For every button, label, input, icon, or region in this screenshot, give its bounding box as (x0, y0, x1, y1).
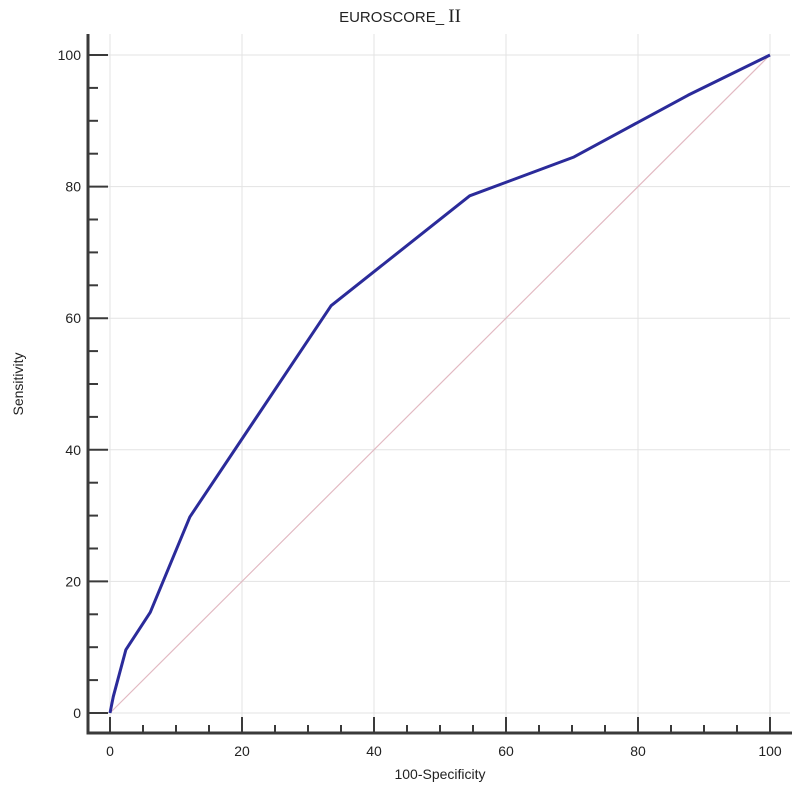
y-tick-labels: 0 20 40 60 80 100 (58, 47, 82, 721)
y-tick-label: 100 (58, 47, 82, 63)
chart-title-roman: II (448, 6, 461, 27)
y-tick-label: 40 (65, 442, 81, 458)
roc-curve (108, 53, 771, 714)
chart-title: EUROSCORE_ II (0, 6, 800, 28)
x-axis-label: 100-Specificity (394, 766, 486, 782)
x-tick-label: 20 (234, 743, 250, 759)
y-tick-label: 60 (65, 310, 81, 326)
grid-lines (88, 34, 790, 733)
x-tick-label: 40 (366, 743, 382, 759)
y-tick-label: 0 (73, 705, 81, 721)
x-tick-labels: 0 20 40 60 80 100 (106, 743, 782, 759)
x-tick-label: 100 (758, 743, 782, 759)
y-tick-label: 80 (65, 179, 81, 195)
axes (86, 34, 792, 735)
x-tick-label: 80 (630, 743, 646, 759)
chart-title-text: EUROSCORE_ (339, 9, 449, 26)
x-tick-label: 0 (106, 743, 114, 759)
reference-diagonal-line (109, 54, 771, 714)
y-tick-label: 20 (65, 573, 81, 589)
x-tick-label: 60 (498, 743, 514, 759)
y-axis-label: Sensitivity (10, 352, 26, 416)
